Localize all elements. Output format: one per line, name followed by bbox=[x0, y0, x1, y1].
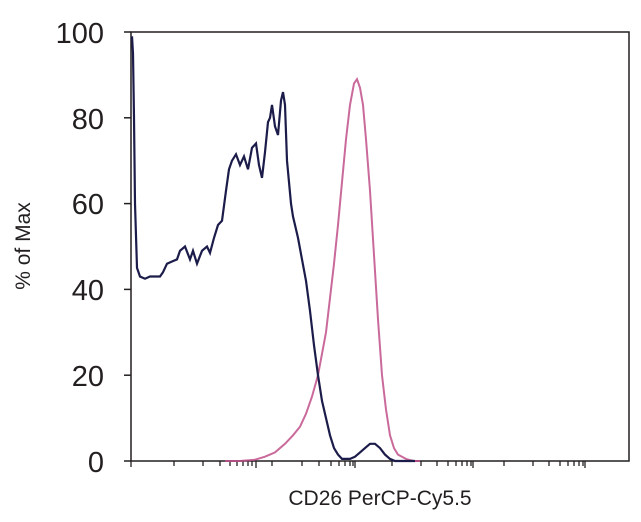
y-tick-label-80: 80 bbox=[72, 104, 104, 136]
y-tick-label-60: 60 bbox=[72, 189, 104, 221]
isotype-histogram-line bbox=[130, 36, 415, 463]
stained-histogram-line bbox=[225, 77, 420, 462]
plot-frame bbox=[130, 31, 630, 462]
y-tick-label-40: 40 bbox=[72, 275, 104, 307]
y-axis-tick-labels: 0 20 40 60 80 100 bbox=[56, 18, 104, 479]
x-axis-ticks bbox=[130, 461, 586, 468]
y-tick-label-0: 0 bbox=[88, 447, 104, 479]
y-axis-label: % of Max bbox=[12, 202, 35, 290]
x-axis-label: CD26 PerCP-Cy5.5 bbox=[288, 487, 471, 510]
y-axis-ticks bbox=[124, 31, 131, 462]
y-tick-label-20: 20 bbox=[72, 361, 104, 393]
y-tick-label-100: 100 bbox=[56, 18, 104, 50]
